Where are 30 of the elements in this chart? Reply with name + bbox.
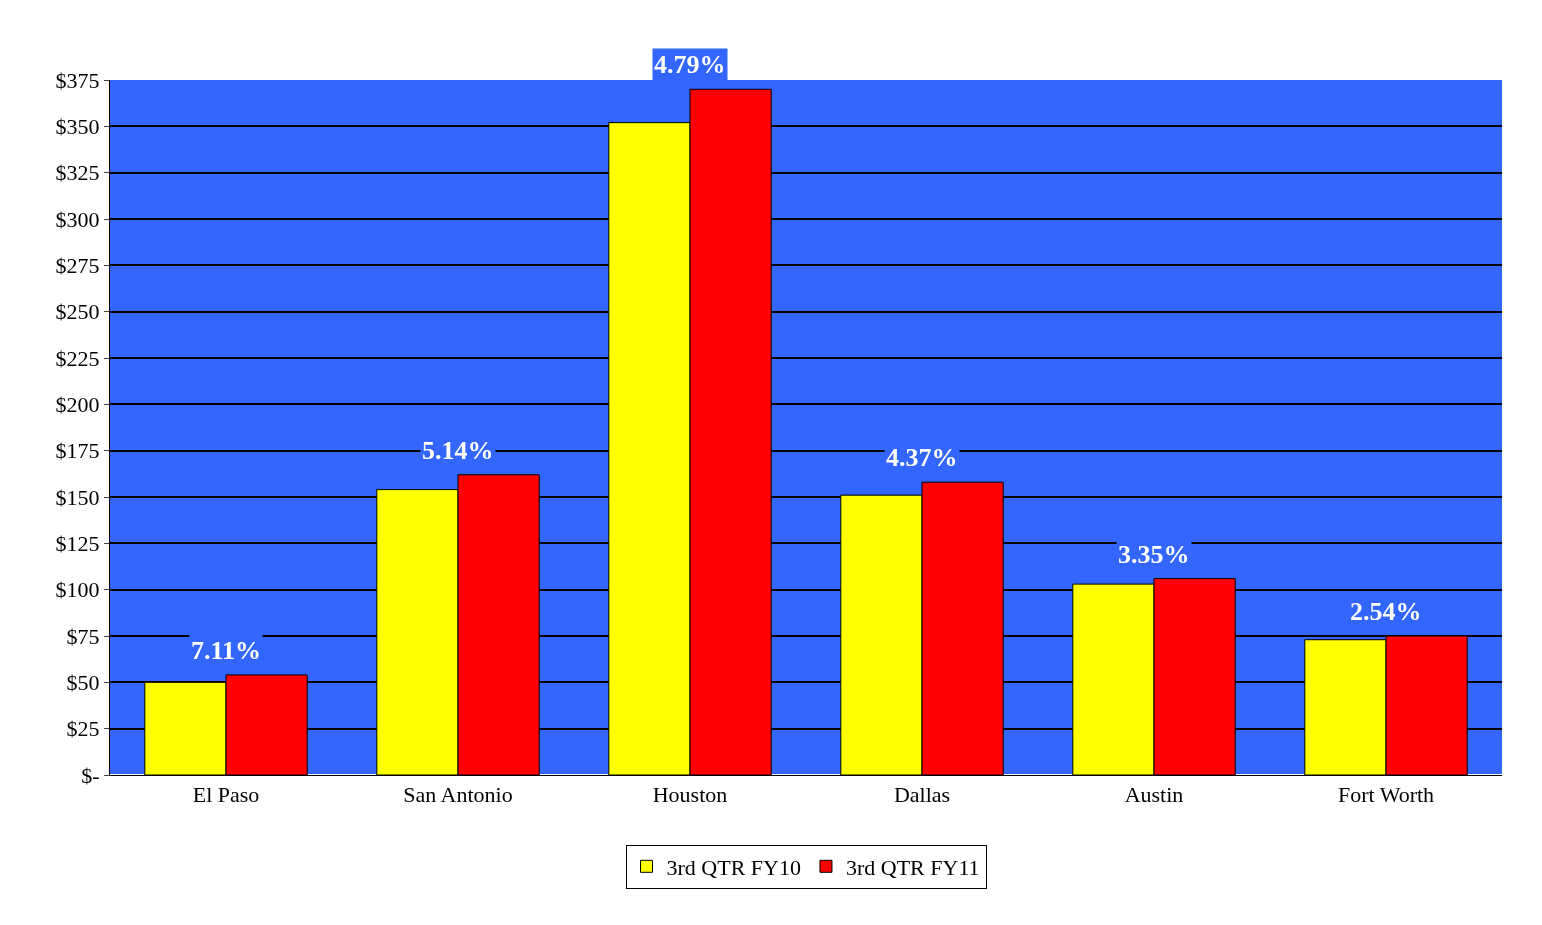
y-tick-label: $25 <box>66 716 100 742</box>
y-tick-label: $100 <box>55 577 100 603</box>
annotation: 5.14% <box>422 436 494 465</box>
legend-label: 3rd QTR FY10 <box>666 854 801 880</box>
annotation: 3.35% <box>1118 540 1190 569</box>
annotation: 2.54% <box>1350 597 1422 626</box>
x-tick-label: Fort Worth <box>1337 782 1435 808</box>
y-tick-label: $225 <box>55 345 100 371</box>
y-tick-label: $300 <box>55 206 100 232</box>
y-tick-label: $325 <box>55 160 100 186</box>
annotation: 4.79% <box>654 50 726 79</box>
y-tick-label: $75 <box>66 623 100 649</box>
x-tick-label: Dallas <box>893 782 951 808</box>
y-tick-label: $150 <box>55 484 100 510</box>
y-tick-label: $50 <box>66 670 100 696</box>
x-tick-label: Austin <box>1124 782 1184 808</box>
x-tick-label: San Antonio <box>403 782 513 808</box>
y-tick-label: $125 <box>55 531 100 557</box>
y-tick-label: $- <box>81 762 100 788</box>
annotation: 4.37% <box>886 443 958 472</box>
y-tick-label: $350 <box>55 114 100 140</box>
y-tick-label: $175 <box>55 438 100 464</box>
legend-label: 3rd QTR FY11 <box>845 854 980 880</box>
x-tick-label: El Paso <box>192 782 260 808</box>
x-tick-label: Houston <box>652 782 728 808</box>
y-tick-label: $250 <box>55 299 100 325</box>
annotation: 7.11% <box>191 636 262 665</box>
y-tick-label: $275 <box>55 253 100 279</box>
y-tick-label: $200 <box>55 392 100 418</box>
y-tick-label: $375 <box>55 67 100 93</box>
